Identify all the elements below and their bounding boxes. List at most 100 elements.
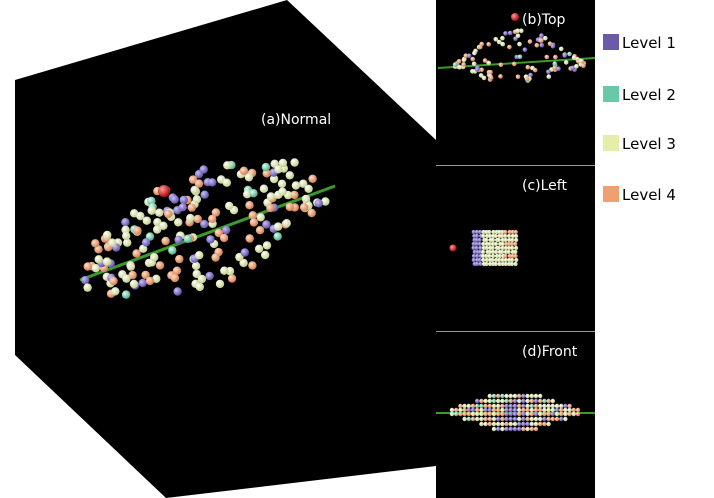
sphere-level-4 (487, 411, 492, 417)
sphere-level-4 (458, 403, 463, 409)
sphere-level-1 (474, 67, 480, 72)
sphere-level-4 (164, 209, 173, 219)
sphere-level-3 (510, 237, 515, 243)
sphere-level-4 (517, 393, 522, 399)
legend-swatch (603, 34, 619, 50)
sphere-level-3 (475, 411, 480, 417)
sphere-level-4 (538, 421, 543, 427)
sphere-level-4 (552, 65, 557, 71)
normal-axis-line (79, 184, 336, 282)
sphere-level-3 (554, 403, 560, 409)
sphere-level-4 (498, 74, 503, 79)
sphere-level-3 (546, 403, 551, 409)
sphere-level-1 (483, 407, 488, 413)
sphere-level-3 (466, 403, 471, 409)
top-view-panel (436, 0, 595, 165)
sphere-level-3 (491, 421, 497, 427)
legend-label: Level 2 (622, 86, 676, 104)
sphere-level-1 (533, 411, 539, 417)
sphere-level-1 (262, 220, 271, 229)
sphere-level-4 (491, 407, 497, 413)
sphere-level-3 (491, 426, 497, 432)
sphere-level-4 (290, 190, 299, 200)
sphere-level-1 (138, 278, 147, 288)
sphere-level-3 (285, 171, 294, 180)
sphere-level-3 (490, 245, 495, 251)
sphere-level-4 (496, 411, 501, 417)
sphere-level-1 (222, 225, 231, 235)
sphere-level-3 (484, 245, 489, 251)
sphere-level-3 (497, 229, 502, 235)
sphere-level-4 (308, 174, 317, 183)
sphere-level-3 (513, 249, 518, 255)
top-red-marker (511, 13, 519, 21)
sphere-level-3 (554, 411, 560, 417)
sphere-level-3 (494, 253, 500, 259)
sphere-level-3 (497, 253, 502, 259)
left-view-label: (c)Left (522, 178, 567, 194)
sphere-level-4 (575, 411, 581, 417)
sphere-level-4 (513, 253, 518, 259)
sphere-level-4 (175, 254, 184, 264)
sphere-level-1 (550, 411, 555, 417)
sphere-level-4 (132, 249, 141, 258)
sphere-level-3 (481, 257, 486, 263)
sphere-level-1 (178, 203, 187, 212)
sphere-level-4 (483, 416, 488, 422)
sphere-level-3 (508, 421, 513, 427)
sphere-level-4 (211, 253, 220, 262)
sphere-level-1 (504, 407, 509, 413)
sphere-level-3 (517, 416, 522, 422)
sphere-level-1 (474, 237, 479, 243)
sphere-level-2 (454, 411, 459, 417)
sphere-level-1 (474, 245, 479, 251)
sphere-level-1 (472, 249, 477, 255)
sphere-level-3 (494, 257, 499, 263)
sphere-level-1 (477, 241, 482, 247)
normal-red-marker (158, 185, 170, 197)
sphere-level-3 (529, 407, 534, 413)
sphere-level-4 (539, 38, 544, 43)
sphere-level-1 (200, 190, 209, 199)
sphere-level-3 (481, 233, 486, 239)
sphere-level-1 (503, 31, 508, 36)
sphere-level-3 (517, 407, 522, 413)
sphere-level-1 (533, 398, 539, 404)
sphere-level-3 (517, 398, 522, 404)
sphere-level-3 (487, 398, 492, 404)
sphere-level-3 (290, 158, 299, 167)
sphere-level-3 (494, 249, 499, 255)
sphere-level-4 (553, 54, 558, 60)
sphere-level-3 (299, 179, 308, 188)
sphere-level-3 (500, 426, 505, 432)
sphere-level-2 (552, 61, 558, 66)
sphere-level-3 (222, 178, 231, 187)
sphere-level-3 (155, 208, 164, 217)
sphere-level-1 (507, 30, 513, 36)
sphere-level-3 (525, 411, 530, 417)
sphere-level-2 (261, 162, 271, 172)
sphere-level-3 (153, 225, 162, 234)
sphere-level-4 (462, 411, 467, 417)
top-view-spheres (452, 28, 587, 83)
sphere-level-4 (567, 411, 572, 417)
sphere-level-1 (475, 261, 480, 267)
sphere-level-4 (517, 411, 522, 417)
sphere-level-3 (506, 249, 511, 255)
sphere-level-3 (484, 257, 489, 263)
sphere-level-4 (521, 426, 526, 432)
sphere-level-4 (508, 398, 513, 404)
sphere-level-3 (102, 257, 112, 266)
sphere-level-3 (529, 421, 534, 427)
left-view-spheres (471, 229, 519, 267)
sphere-level-3 (261, 250, 270, 260)
sphere-level-3 (571, 411, 576, 417)
sphere-level-3 (108, 238, 117, 247)
sphere-level-4 (487, 416, 492, 422)
sphere-level-3 (503, 233, 508, 239)
sphere-level-3 (147, 206, 156, 215)
sphere-level-4 (546, 398, 551, 404)
sphere-level-3 (500, 261, 505, 267)
sphere-level-4 (525, 64, 531, 70)
sphere-level-3 (481, 249, 486, 255)
